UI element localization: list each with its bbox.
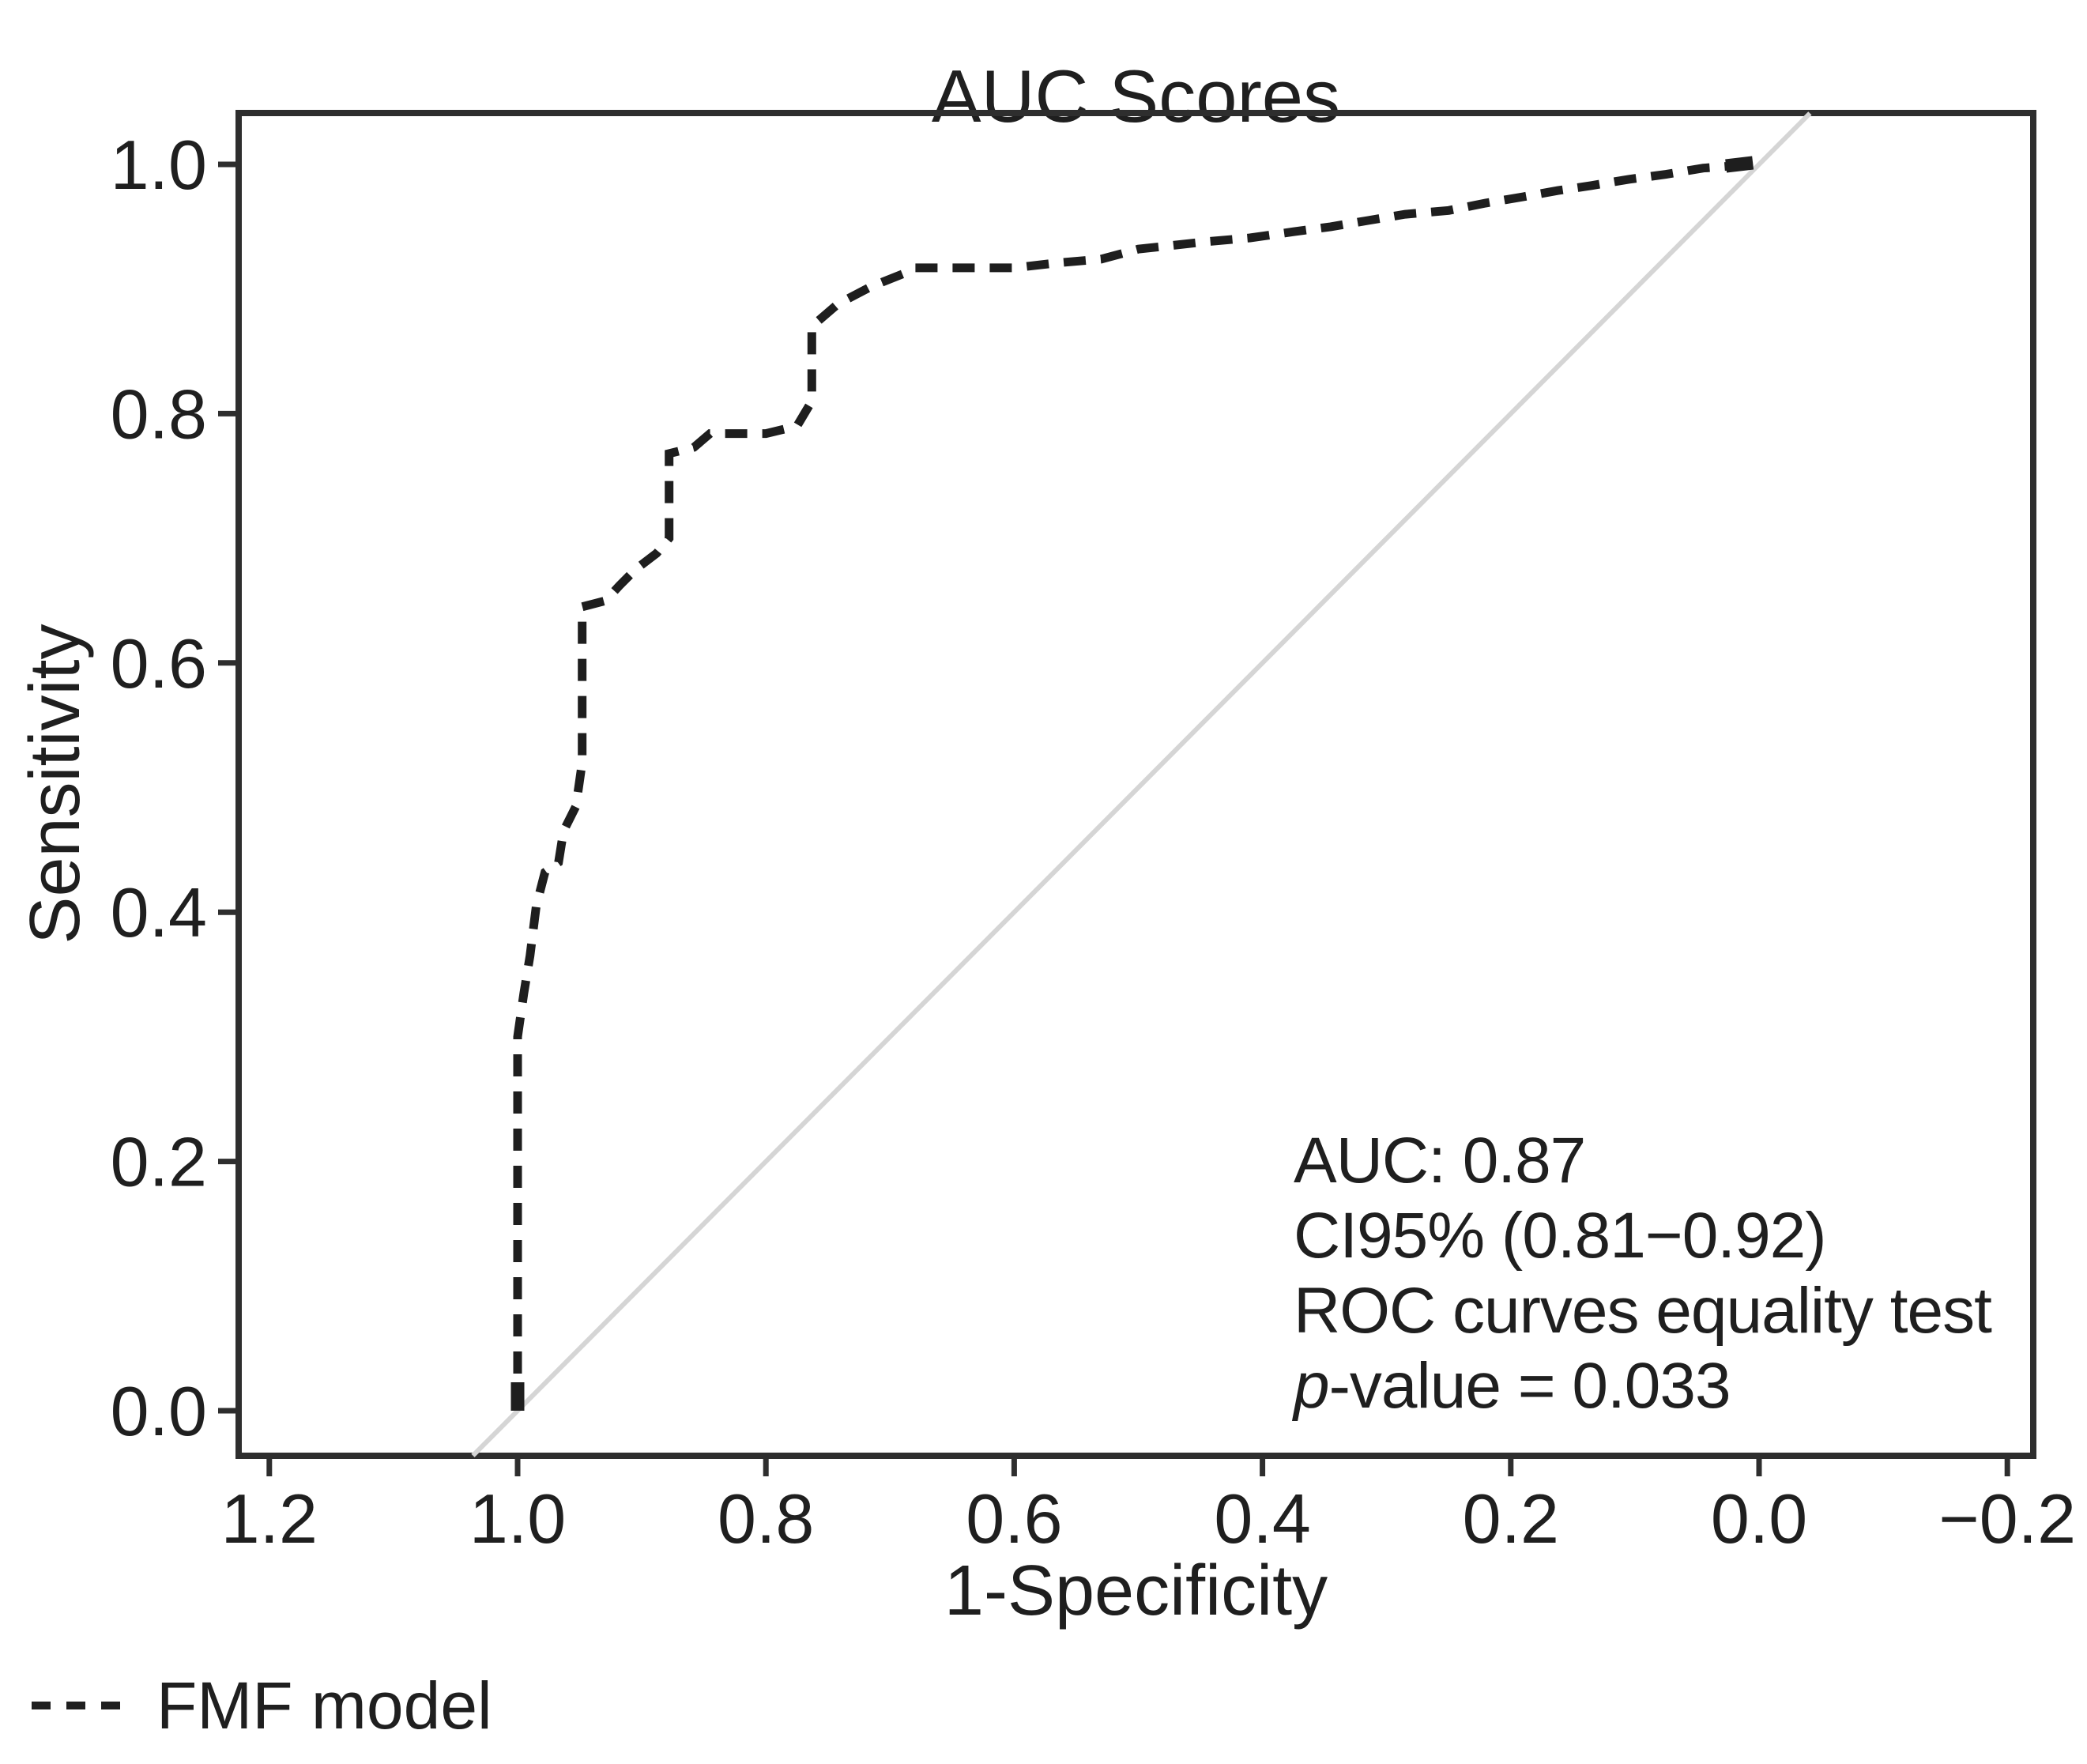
x-tick-label: 1.2: [221, 1479, 318, 1558]
legend: FMF model: [32, 1666, 492, 1745]
annotation-pvalue: p-value = 0.033: [1294, 1348, 1991, 1423]
annotation-p-rest: -value = 0.033: [1328, 1350, 1731, 1422]
y-axis-ticks: [218, 161, 239, 1414]
x-axis-ticks: [266, 1456, 2010, 1476]
y-tick-label: 1.0: [111, 126, 207, 204]
y-tick-label: 0.2: [111, 1123, 207, 1201]
stats-annotation: AUC: 0.87 CI95% (0.81−0.92) ROC curves e…: [1294, 1123, 1992, 1423]
roc-curve-fmf-model: [513, 160, 1754, 1411]
plot-frame: [235, 110, 2036, 1459]
y-tick-label: 0.0: [111, 1372, 207, 1450]
y-tick-label: 0.8: [111, 375, 207, 453]
x-tick-label: 0.8: [718, 1479, 814, 1558]
x-tick-label: 0.4: [1214, 1479, 1310, 1558]
y-tick-label: 0.4: [111, 873, 207, 952]
x-tick-label: 0.2: [1463, 1479, 1559, 1558]
x-tick-label: 0.0: [1711, 1479, 1807, 1558]
annotation-ci: CI95% (0.81−0.92): [1294, 1200, 1827, 1272]
legend-dashed-line-icon: [32, 1702, 131, 1709]
x-tick-label: −0.2: [1938, 1479, 2076, 1558]
annotation-p-symbol: p: [1294, 1350, 1330, 1422]
x-axis-title: 1-Specificity: [944, 1551, 1328, 1630]
y-axis-title: Sensitivity: [16, 624, 95, 944]
annotation-test: ROC curves equality test: [1294, 1275, 1992, 1347]
annotation-auc: AUC: 0.87: [1294, 1125, 1586, 1197]
x-tick-label: 1.0: [469, 1479, 566, 1558]
chart-title: AUC Scores: [931, 55, 1341, 138]
x-tick-label: 0.6: [966, 1479, 1062, 1558]
chance-diagonal-line: [471, 111, 1812, 1457]
y-axis-tick-labels: 1.0 0.8 0.6 0.4 0.2 0.0: [111, 126, 207, 1450]
roc-curve-end-marker: [1725, 156, 1754, 173]
y-tick-label: 0.6: [111, 624, 207, 703]
legend-label-fmf-model: FMF model: [156, 1668, 492, 1743]
x-axis-tick-labels: 1.2 1.0 0.8 0.6 0.4 0.2 0.0 −0.2: [221, 1479, 2076, 1558]
